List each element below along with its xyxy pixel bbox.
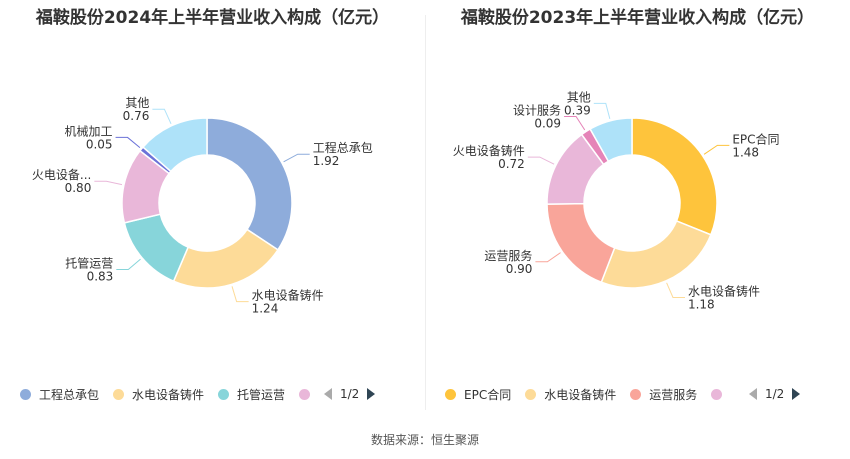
legend-label: 水电设备铸件: [132, 387, 205, 402]
chevron-right-icon[interactable]: [792, 388, 801, 400]
chart-panel-2024: 福鞍股份2024年上半年营业收入构成（亿元） 工程总承包 1.92 水电设备铸件 1.…: [0, 0, 425, 420]
slice-value-label: 1.48: [732, 145, 759, 159]
leader-line: [283, 153, 310, 163]
legend-marker: [113, 388, 125, 400]
slice-category-label: 火电设备铸件: [453, 143, 525, 158]
leader-line: [527, 156, 555, 165]
slice-value-label: 0.76: [123, 109, 150, 123]
legend-pager: 1/2: [324, 387, 376, 401]
donut-slice[interactable]: [589, 117, 633, 163]
slice-category-label: 火电设备...: [32, 168, 91, 182]
donut-slice[interactable]: [546, 202, 616, 284]
divider: [425, 15, 426, 410]
leader-line: [115, 136, 141, 149]
chart-title: 福鞍股份2024年上半年营业收入构成（亿元）: [35, 8, 390, 28]
slice-value-label: 0.05: [86, 137, 113, 151]
leader-line: [666, 282, 685, 298]
donut-slice[interactable]: [141, 117, 208, 173]
legend-marker: [20, 388, 31, 400]
slice-category-label: 设计服务: [513, 103, 561, 118]
leader-line: [703, 144, 730, 155]
donut-slice[interactable]: [123, 213, 190, 283]
slice-category-label: EPC合同: [732, 131, 779, 146]
legend-item[interactable]: 运营服务: [630, 386, 697, 403]
legend: 工程总承包 水电设备铸件 托管运营 1/2: [20, 384, 376, 404]
legend-marker: [630, 388, 642, 400]
slice-value-label: 1.92: [313, 154, 340, 168]
chevron-left-icon[interactable]: [324, 388, 332, 400]
legend-marker: [445, 388, 456, 400]
slice-category-label: 托管运营: [65, 255, 113, 270]
legend-item[interactable]: [299, 388, 318, 400]
legend-page: 1/2: [765, 387, 785, 401]
leader-line: [94, 180, 123, 186]
leader-line: [564, 116, 586, 131]
leader-line: [231, 286, 249, 303]
legend-item[interactable]: 水电设备铸件: [525, 386, 616, 403]
legend-label: 水电设备铸件: [544, 387, 617, 402]
legend-label: 托管运营: [237, 387, 286, 402]
slice-value-label: 1.18: [688, 297, 715, 311]
slice-value-label: 0.83: [87, 269, 114, 283]
legend-marker: [218, 388, 230, 400]
slice-value-label: 0.80: [65, 181, 92, 195]
slice-value-label: 0.09: [534, 117, 561, 131]
legend: EPC合同 水电设备铸件 运营服务 1/2: [445, 384, 801, 404]
slice-value-label: 0.72: [498, 157, 525, 171]
legend-item[interactable]: 工程总承包: [20, 386, 99, 403]
donut-slice[interactable]: [631, 117, 718, 236]
legend-marker: [525, 388, 537, 400]
legend-items: EPC合同 水电设备铸件 运营服务: [445, 386, 745, 403]
leader-line: [593, 102, 611, 119]
legend-label: EPC合同: [464, 387, 512, 402]
legend-marker: [299, 388, 311, 400]
legend-items: 工程总承包 水电设备铸件 托管运营: [20, 386, 320, 403]
slice-category-label: 机械加工: [65, 123, 113, 138]
donut-slice[interactable]: [600, 219, 712, 289]
legend-label: 工程总承包: [39, 387, 100, 402]
chart-title: 福鞍股份2023年上半年营业收入构成（亿元）: [460, 8, 815, 28]
slice-value-label: 0.39: [564, 103, 591, 117]
slice-value-label: 0.90: [506, 262, 533, 276]
slice-category-label: 运营服务: [484, 248, 532, 263]
legend-marker: [711, 388, 723, 400]
data-source: 数据来源：恒生聚源: [370, 433, 479, 447]
legend-pager: 1/2: [749, 387, 801, 401]
slice-value-label: 1.24: [252, 302, 279, 316]
slice-category-label: 工程总承包: [313, 140, 373, 155]
legend-item[interactable]: [711, 388, 730, 400]
legend-item[interactable]: EPC合同: [445, 386, 511, 403]
legend-item[interactable]: 托管运营: [218, 386, 285, 403]
leader-line: [152, 108, 172, 124]
leader-line: [535, 252, 561, 263]
slice-category-label: 其他: [125, 96, 149, 110]
leader-line: [116, 258, 141, 270]
legend-label: 运营服务: [649, 387, 698, 402]
slice-category-label: 其他: [567, 90, 591, 104]
slice-category-label: 水电设备铸件: [688, 283, 760, 298]
chevron-left-icon[interactable]: [749, 388, 757, 400]
donut-slice[interactable]: [206, 117, 293, 251]
legend-item[interactable]: 水电设备铸件: [113, 386, 204, 403]
chevron-right-icon[interactable]: [367, 388, 376, 400]
chart-panel-2023: 福鞍股份2023年上半年营业收入构成（亿元） EPC合同 1.48 水电设备铸件 1.…: [425, 0, 850, 420]
legend-page: 1/2: [340, 387, 360, 401]
slice-category-label: 水电设备铸件: [252, 288, 324, 303]
